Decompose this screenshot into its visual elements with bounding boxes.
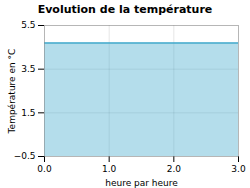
svg-text:5.5: 5.5 xyxy=(21,20,35,30)
svg-text:heure par heure: heure par heure xyxy=(105,178,178,188)
svg-text:0.0: 0.0 xyxy=(37,164,52,174)
html-text:Evolution de la température: Evolution de la température xyxy=(37,3,213,16)
svg-text:−0.5: −0.5 xyxy=(14,151,36,161)
svg-text:2.0: 2.0 xyxy=(167,164,182,174)
svg-text:3.0: 3.0 xyxy=(231,164,246,174)
svg-text:1.5: 1.5 xyxy=(21,108,35,118)
svg-text:1.0: 1.0 xyxy=(102,164,117,174)
svg-text:3.5: 3.5 xyxy=(21,64,35,74)
svg-text:Température en °C: Température en °C xyxy=(7,49,17,135)
